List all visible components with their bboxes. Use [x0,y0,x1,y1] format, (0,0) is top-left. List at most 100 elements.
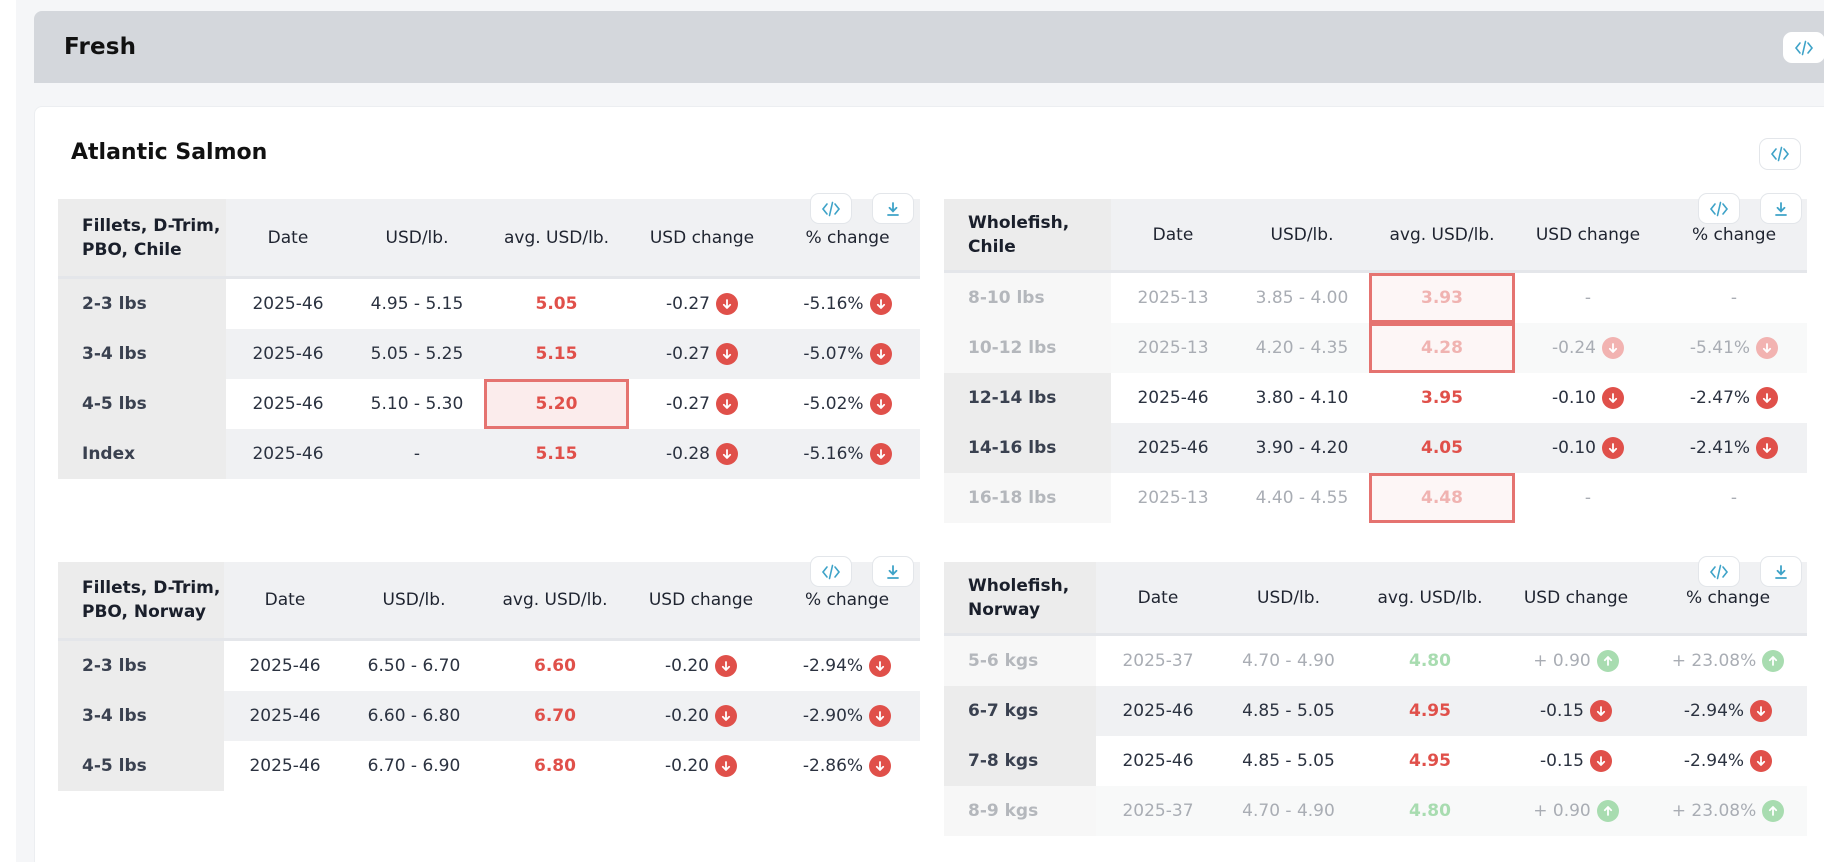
left-sidebar-edge [0,0,16,862]
size-label: 14-16 lbs [944,423,1111,473]
price-range-cell: 4.95 - 5.15 [370,294,464,314]
avg-price-cell: 4.48 [1369,473,1515,523]
price-range-cell: 5.10 - 5.30 [370,394,464,414]
column-header: Fillets, D-Trim, PBO, Norway [58,562,224,638]
table-embed-button[interactable] [810,193,852,224]
card-title: Atlantic Salmon [71,140,268,165]
column-header: USD/lb. [382,590,446,610]
date-cell: 2025-46 [249,756,321,776]
card-embed-button[interactable] [1759,138,1801,170]
usd-change-value: -0.10 [1552,388,1596,408]
table-download-button[interactable] [872,193,914,224]
trend-down-badge [716,293,738,315]
arrow-down-icon [1608,443,1618,453]
code-icon [1770,146,1790,162]
usd-change-value: -0.10 [1552,438,1596,458]
date-cell: 2025-37 [1122,651,1194,671]
pct-change-value: -5.16% [803,294,864,314]
date-cell: 2025-46 [252,344,324,364]
price-range-cell: 4.85 - 5.05 [1242,751,1335,771]
pct-change-cell: -2.47% [1661,373,1807,423]
arrow-down-icon [876,299,885,309]
arrow-down-icon [722,399,732,409]
arrow-down-icon [876,349,885,359]
usd-change-cell: -0.27 [629,329,775,379]
trend-down-badge [1602,437,1624,459]
table-row: 7-8 kgs 2025-46 4.85 - 5.05 4.95 -0.15 -2.94% [944,736,1807,786]
table-embed-button[interactable] [1698,193,1740,224]
price-range-cell: 4.20 - 4.35 [1255,338,1349,358]
pct-change-cell: -5.07% [775,329,920,379]
trend-down-badge [716,343,738,365]
usd-change-cell: -0.24 [1515,323,1661,373]
table-wholefish-chile: Wholefish, Chile Date USD/lb. avg. USD/lb. U… [944,193,1807,523]
usd-change-cell: -0.28 [629,429,775,479]
pct-change-value: -5.02% [803,394,864,414]
price-range-cell: 4.85 - 5.05 [1242,701,1335,721]
size-label: 3-4 lbs [58,691,224,741]
date-cell: 2025-46 [249,706,321,726]
usd-change-cell: -0.10 [1515,373,1661,423]
table-download-button[interactable] [1760,556,1802,587]
trend-down-badge [715,755,737,777]
column-header: % change [804,590,890,610]
column-header: Wholefish, Chile [944,199,1111,270]
table-row: 10-12 lbs 2025-13 4.20 - 4.35 4.28 -0.24 -5.4… [944,323,1807,373]
table-row: 8-9 kgs 2025-37 4.70 - 4.90 4.80 + 0.90 + 23.… [944,786,1807,836]
size-label: 2-3 lbs [58,279,226,329]
table-header: Wholefish, Norway Date USD/lb. avg. USD/lb.… [944,556,1807,636]
table-row: 3-4 lbs 2025-46 5.05 - 5.25 5.15 -0.27 -5.07% [58,329,920,379]
table-row: 2-3 lbs 2025-46 6.50 - 6.70 6.60 -0.20 -2.94% [58,641,920,691]
size-label: Index [58,429,226,479]
usd-change-value: -0.15 [1540,701,1584,721]
table-fillets-norway: Fillets, D-Trim, PBO, Norway Date USD/lb. a… [58,556,920,791]
pct-change-value: + 23.08% [1671,801,1757,821]
code-icon [1794,40,1814,55]
arrow-up-icon [1769,656,1778,666]
usd-change-value: - [1584,288,1592,308]
pct-change-value: - [1730,288,1738,308]
column-header: USD/lb. [1270,224,1334,245]
size-label: 4-5 lbs [58,379,226,429]
column-header: avg. USD/lb. [503,227,610,248]
arrow-down-icon [722,349,732,359]
table-download-button[interactable] [872,556,914,587]
trend-down-badge [1590,700,1612,722]
date-cell: 2025-46 [252,444,324,464]
size-label: 12-14 lbs [944,373,1111,423]
code-icon [1709,201,1729,216]
usd-change-cell: -0.20 [628,691,774,741]
table-embed-button[interactable] [810,556,852,587]
table-row: 3-4 lbs 2025-46 6.60 - 6.80 6.70 -0.20 -2.90% [58,691,920,741]
arrow-down-icon [721,761,731,771]
size-label: 10-12 lbs [944,323,1111,373]
size-label: 2-3 lbs [58,641,224,691]
pct-change-cell: -2.94% [774,641,920,691]
table-embed-button[interactable] [1698,556,1740,587]
avg-price-cell: 5.20 [484,379,629,429]
price-range-cell: 6.60 - 6.80 [367,706,461,726]
arrow-down-icon [876,449,885,459]
usd-change-cell: - [1515,273,1661,323]
trend-down-badge [715,655,737,677]
section-embed-button[interactable] [1783,32,1824,63]
pct-change-value: - [1730,488,1738,508]
arrow-up-icon [1603,806,1612,816]
table-row: 6-7 kgs 2025-46 4.85 - 5.05 4.95 -0.15 -2.94% [944,686,1807,736]
pct-change-value: -2.86% [802,756,864,776]
trend-down-badge [1602,387,1624,409]
pct-change-value: -2.41% [1689,438,1751,458]
size-label: 7-8 kgs [944,736,1096,786]
usd-change-value: -0.28 [666,444,710,464]
date-cell: 2025-13 [1137,288,1209,308]
table-download-button[interactable] [1760,193,1802,224]
avg-price-cell: 4.28 [1369,323,1515,373]
table-row: Index 2025-46 - 5.15 -0.28 -5.16% [58,429,920,479]
trend-up-badge [1596,650,1619,672]
price-range-cell: 4.40 - 4.55 [1255,488,1349,508]
date-cell: 2025-13 [1137,338,1209,358]
usd-change-value: -0.27 [666,294,710,314]
pct-change-cell: -5.16% [775,429,920,479]
usd-change-cell: -0.20 [628,741,774,791]
arrow-down-icon [1762,393,1772,403]
